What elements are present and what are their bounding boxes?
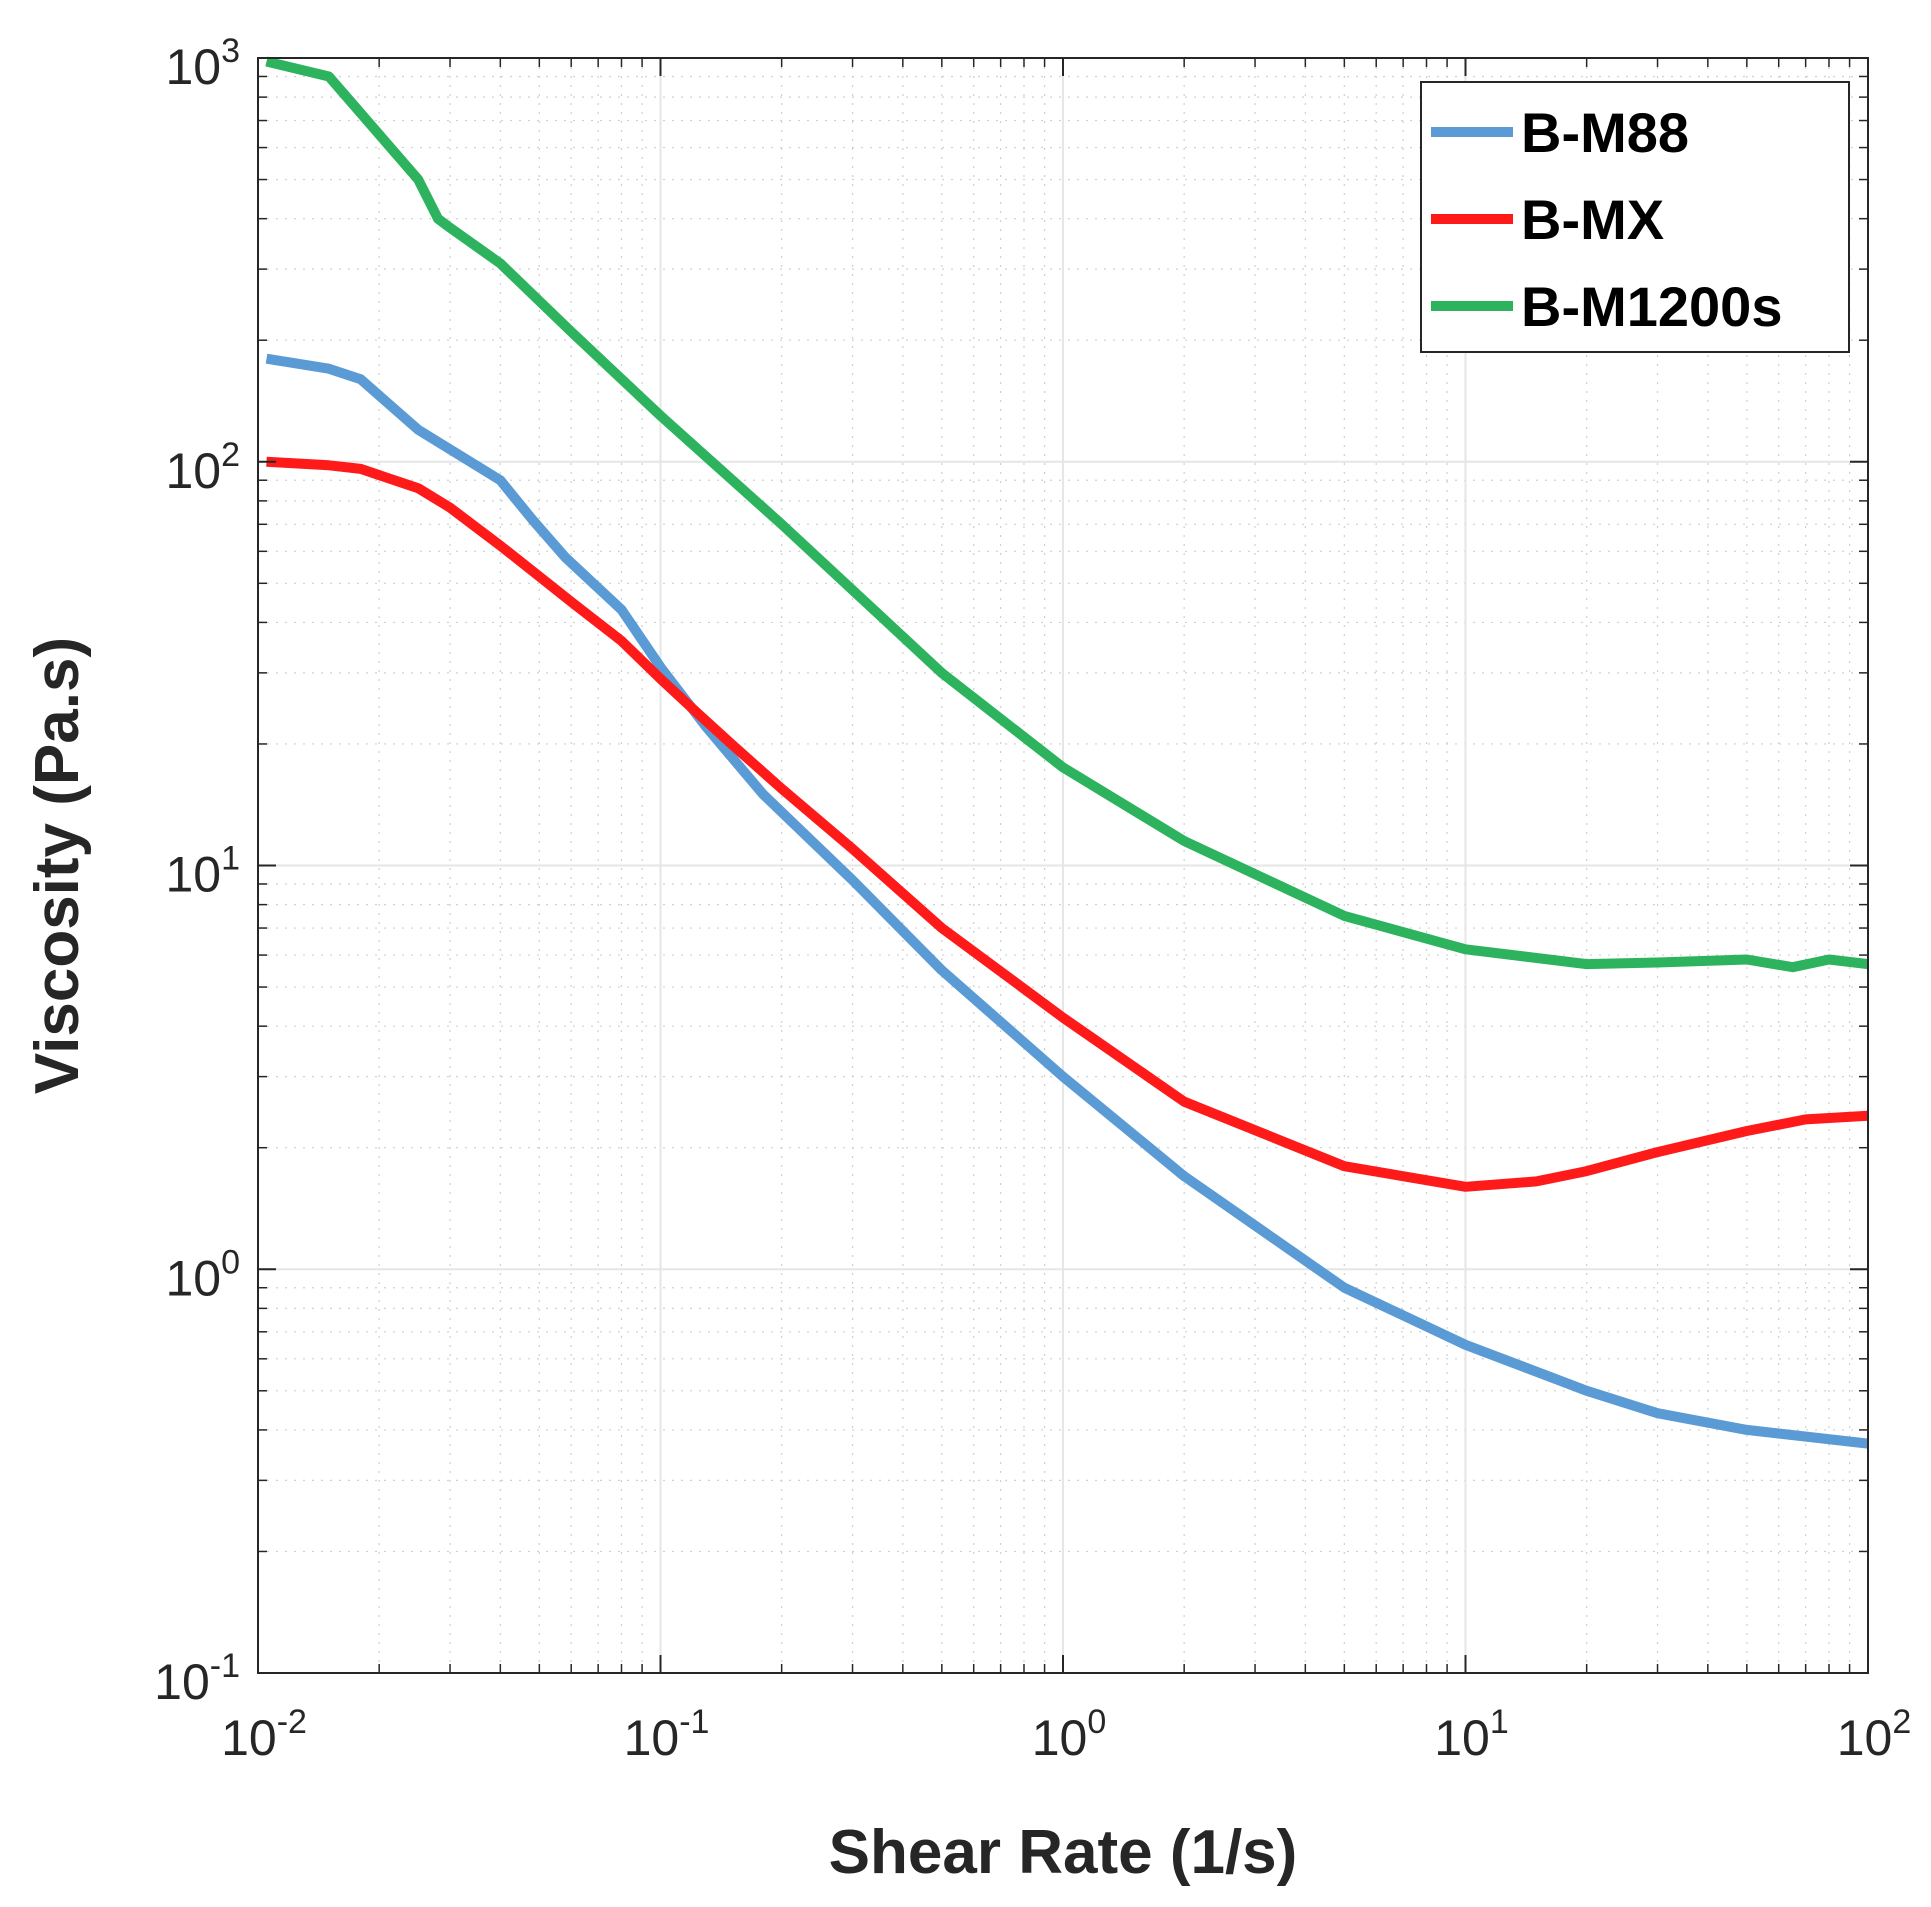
tick-exponent: -1 (210, 1647, 240, 1685)
axis-ticks (257, 57, 1869, 1674)
legend: B-M88 B-MX B-M1200s (1420, 81, 1850, 353)
x-tick-label: 100 (1032, 1703, 1107, 1766)
tick-base: 10 (221, 1710, 277, 1766)
tick-exponent: -2 (277, 1703, 307, 1741)
x-tick-label: 10-1 (624, 1703, 710, 1766)
tick-base: 10 (165, 39, 221, 95)
y-tick-label: 102 (165, 436, 240, 499)
x-tick-labels: 10-2 10-1 100 101 102 (221, 1703, 1911, 1766)
tick-base: 10 (154, 1654, 210, 1710)
tick-base: 10 (1837, 1710, 1893, 1766)
minor-grid (258, 58, 1868, 1673)
x-axis-label: Shear Rate (1/s) (829, 1818, 1298, 1887)
tick-base: 10 (1434, 1710, 1490, 1766)
series-line-b-m1200s (265, 56, 1869, 973)
tick-exponent: 1 (221, 840, 240, 878)
y-axis-label: Viscosity (Pa.s) (23, 637, 92, 1094)
legend-label-b-m88: B-M88 (1521, 101, 1689, 164)
tick-exponent: 1 (1490, 1703, 1509, 1741)
tick-exponent: 0 (221, 1243, 240, 1281)
tick-base: 10 (624, 1710, 680, 1766)
y-tick-label: 10-1 (154, 1647, 240, 1710)
y-tick-label: 103 (165, 32, 240, 95)
tick-exponent: 2 (221, 436, 240, 474)
legend-label-b-mx: B-MX (1521, 188, 1664, 251)
x-tick-label: 102 (1837, 1703, 1912, 1766)
series-line-b-m88 (265, 353, 1869, 1449)
y-tick-label: 101 (165, 840, 240, 903)
tick-exponent: 0 (1087, 1703, 1106, 1741)
tick-exponent: 3 (221, 32, 240, 70)
tick-exponent: 2 (1892, 1703, 1911, 1741)
series-layer (265, 56, 1869, 1449)
tick-base: 10 (1032, 1710, 1088, 1766)
legend-label-b-m1200s: B-M1200s (1521, 275, 1782, 338)
tick-base: 10 (165, 1250, 221, 1306)
x-tick-label: 101 (1434, 1703, 1509, 1766)
tick-base: 10 (165, 443, 221, 499)
x-tick-label: 10-2 (221, 1703, 307, 1766)
tick-base: 10 (165, 847, 221, 903)
y-tick-label: 100 (165, 1243, 240, 1306)
tick-exponent: -1 (679, 1703, 709, 1741)
series-line-b-mx (266, 456, 1869, 1192)
